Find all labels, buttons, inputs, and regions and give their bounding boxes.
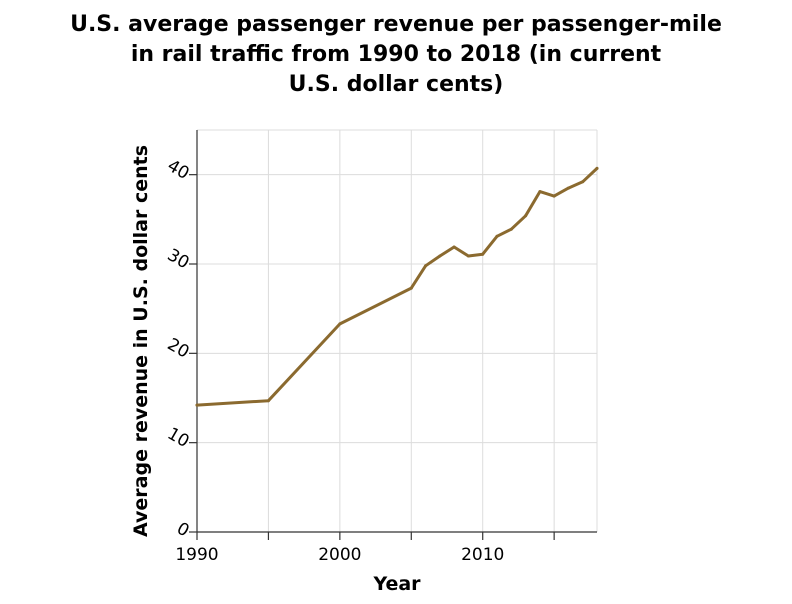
data-point [595,166,599,170]
data-point [466,254,470,258]
data-point [581,180,585,184]
data-point [538,190,542,194]
series-layer [195,166,599,407]
data-point [266,399,270,403]
y-axis-title: Average revenue in U.S. dollar cents [130,145,152,537]
grid-lines [196,129,598,533]
data-point [524,214,528,218]
chart-title: U.S. average passenger revenue per passe… [70,12,722,97]
x-tick-label: 2010 [461,545,504,565]
data-point [195,403,199,407]
x-tick-label: 1990 [175,545,218,565]
y-tick-label: 0 [173,519,192,542]
data-point [452,245,456,249]
data-point [566,186,570,190]
y-tick-label: 20 [164,335,193,363]
data-point [481,252,485,256]
data-point [552,194,556,198]
y-tick-label: 40 [164,156,193,184]
tick-labels: 1990 2000 2010 0 10 20 30 40 [164,156,505,565]
y-tick-label: 30 [164,245,193,273]
x-tick-label: 2000 [318,545,361,565]
data-point [509,227,513,231]
data-point [495,234,499,238]
series-line [195,166,599,407]
data-point [438,254,442,258]
axes [189,130,597,540]
data-point [409,286,413,290]
data-point [424,264,428,268]
data-point [338,322,342,326]
y-tick-label: 10 [164,424,193,452]
x-axis-title: Year [372,573,421,595]
